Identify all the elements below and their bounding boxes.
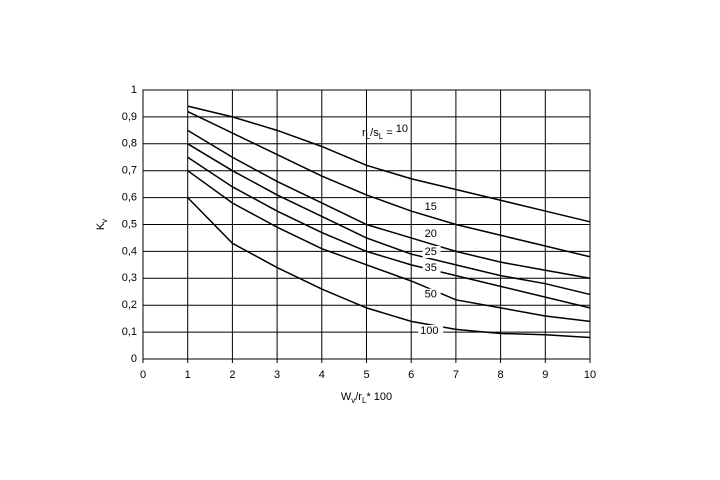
curve bbox=[187, 170, 591, 323]
y-tick-label: 1 bbox=[131, 84, 137, 96]
x-tick-label: 5 bbox=[363, 369, 369, 381]
curve bbox=[187, 143, 591, 296]
y-tick-label: 0 bbox=[131, 353, 137, 365]
x-tick-label: 9 bbox=[542, 369, 548, 381]
x-tick-label: 2 bbox=[229, 369, 235, 381]
label-bg bbox=[422, 201, 441, 214]
curve-label: 20 bbox=[425, 228, 437, 240]
label-bg bbox=[422, 227, 441, 240]
label-bg bbox=[422, 245, 441, 258]
label-bg bbox=[422, 288, 441, 301]
curve bbox=[187, 129, 591, 280]
y-tick-label: 0,3 bbox=[122, 272, 137, 284]
label-part: = bbox=[383, 127, 396, 139]
label-part: /s bbox=[370, 127, 379, 139]
y-tick-label: 0,8 bbox=[122, 138, 137, 150]
y-tick-label: 0,4 bbox=[122, 245, 137, 257]
subscript: L bbox=[379, 132, 384, 141]
subscript: v bbox=[351, 396, 355, 405]
label-part: /r bbox=[355, 391, 362, 403]
y-tick-label: 0,2 bbox=[122, 299, 137, 311]
curve-label: 100 bbox=[420, 325, 438, 337]
y-axis-label: Kv bbox=[95, 219, 109, 230]
x-tick-label: 4 bbox=[319, 369, 325, 381]
subscript: v bbox=[100, 219, 109, 223]
curve-label: rL/sL = 10 bbox=[362, 123, 408, 141]
x-tick-label: 0 bbox=[140, 369, 146, 381]
plot-frame bbox=[142, 89, 591, 360]
curve-label: 15 bbox=[425, 201, 437, 213]
y-tick-label: 0,7 bbox=[122, 165, 137, 177]
x-tick-label: 10 bbox=[584, 369, 596, 381]
curve-label: 35 bbox=[425, 262, 437, 274]
x-axis-label: Wv/rL* 100 bbox=[341, 391, 392, 405]
y-tick-label: 0,1 bbox=[122, 326, 137, 338]
x-tick-label: 8 bbox=[498, 369, 504, 381]
subscript: L bbox=[366, 132, 371, 141]
curve-label-value: 10 bbox=[396, 123, 408, 135]
x-tick-label: 3 bbox=[274, 369, 280, 381]
y-tick-label: 0,6 bbox=[122, 192, 137, 204]
curve bbox=[187, 105, 591, 223]
curve-label: 50 bbox=[425, 289, 437, 301]
x-tick-label: 7 bbox=[453, 369, 459, 381]
label-part: K bbox=[95, 222, 107, 230]
label-part: r bbox=[362, 127, 366, 139]
subscript: L bbox=[362, 396, 367, 405]
curve bbox=[187, 156, 591, 309]
y-tick-label: 0,9 bbox=[122, 111, 137, 123]
label-part: W bbox=[341, 391, 352, 403]
label-bg bbox=[422, 262, 441, 275]
x-tick-label: 6 bbox=[408, 369, 414, 381]
label-part: * 100 bbox=[366, 391, 392, 403]
curve bbox=[187, 110, 591, 258]
x-tick-label: 1 bbox=[185, 369, 191, 381]
curve-label: 25 bbox=[425, 246, 437, 258]
y-tick-label: 0,5 bbox=[122, 218, 137, 230]
curve bbox=[187, 197, 591, 339]
label-bg bbox=[418, 325, 444, 338]
